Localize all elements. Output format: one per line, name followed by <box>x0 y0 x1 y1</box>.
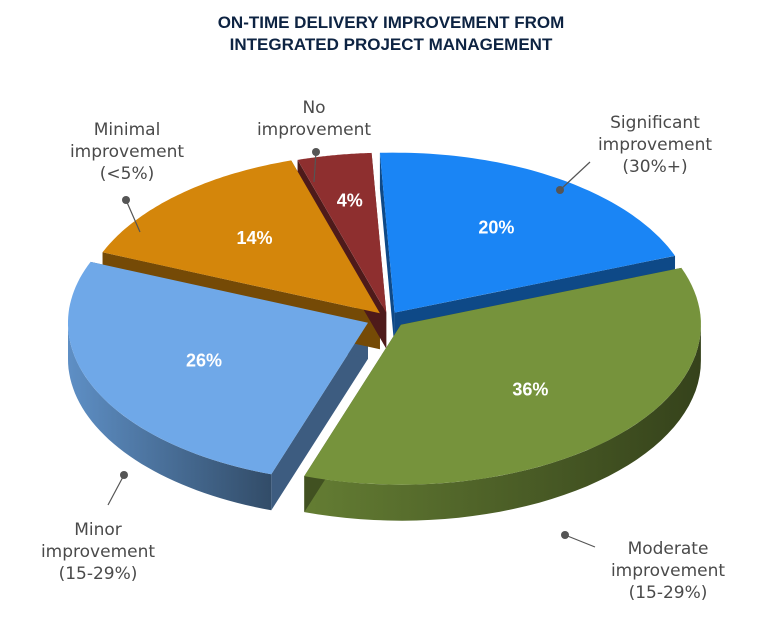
category-label-minimal-line-1: improvement <box>70 142 184 162</box>
slice-side-moderate <box>304 324 701 521</box>
category-label-minor-line-0: Minor <box>74 520 122 540</box>
category-label-none-line-1: improvement <box>257 120 371 140</box>
leader-dot-moderate <box>561 531 569 539</box>
leader-dot-minor <box>120 471 128 479</box>
pie-tops <box>68 152 701 485</box>
category-label-minimal: Minimal improvement (<5%) <box>70 120 184 184</box>
leader-dot-minimal <box>122 196 130 204</box>
leader-line-moderate <box>564 534 596 548</box>
category-label-moderate-line-2: (15-29%) <box>629 583 708 603</box>
pct-label-minimal: 14% <box>236 228 272 248</box>
pct-label-none: 4% <box>337 190 363 210</box>
chart-title: ON-TIME DELIVERY IMPROVEMENT FROM INTEGR… <box>0 12 782 56</box>
slice-cut-minor-0 <box>271 322 368 511</box>
category-label-minor-line-1: improvement <box>41 542 155 562</box>
category-label-minor: Minor improvement (15-29%) <box>41 520 155 584</box>
pct-label-moderate: 36% <box>512 379 548 399</box>
slice-side-minor <box>68 322 272 511</box>
leader-dot-none <box>312 148 320 156</box>
slice-none <box>297 152 387 313</box>
category-label-significant-line-0: Significant <box>610 113 700 133</box>
leader-line-none <box>313 151 317 183</box>
slice-significant <box>379 152 675 313</box>
leader-line-minimal <box>125 199 141 233</box>
leader-dot-significant <box>556 186 564 194</box>
category-label-moderate-line-1: improvement <box>611 561 725 581</box>
category-label-moderate-line-0: Moderate <box>628 539 709 559</box>
pct-label-minor: 26% <box>186 351 222 371</box>
slice-minimal <box>102 160 380 314</box>
category-label-significant-line-1: improvement <box>598 135 712 155</box>
category-label-significant-line-2: (30%+) <box>622 157 687 177</box>
category-label-moderate: Moderate improvement (15-29%) <box>611 539 725 603</box>
category-label-significant: Significant improvement (30%+) <box>598 113 712 177</box>
slice-cut-significant-0 <box>379 152 395 349</box>
category-label-minor-line-2: (15-29%) <box>59 564 138 584</box>
category-label-none-line-0: No <box>302 98 325 118</box>
leader-line-minor <box>107 474 125 506</box>
category-label-minimal-line-2: (<5%) <box>100 164 154 184</box>
pct-label-significant: 20% <box>478 218 514 238</box>
category-label-minimal-line-0: Minimal <box>94 120 161 140</box>
slice-minor <box>68 261 368 475</box>
chart-title-line-1: ON-TIME DELIVERY IMPROVEMENT FROM <box>217 13 565 32</box>
chart-title-line-2: INTEGRATED PROJECT MANAGEMENT <box>229 35 553 54</box>
slice-moderate <box>304 267 701 485</box>
leader-line-significant <box>559 161 591 191</box>
category-label-none: No improvement <box>257 98 371 140</box>
